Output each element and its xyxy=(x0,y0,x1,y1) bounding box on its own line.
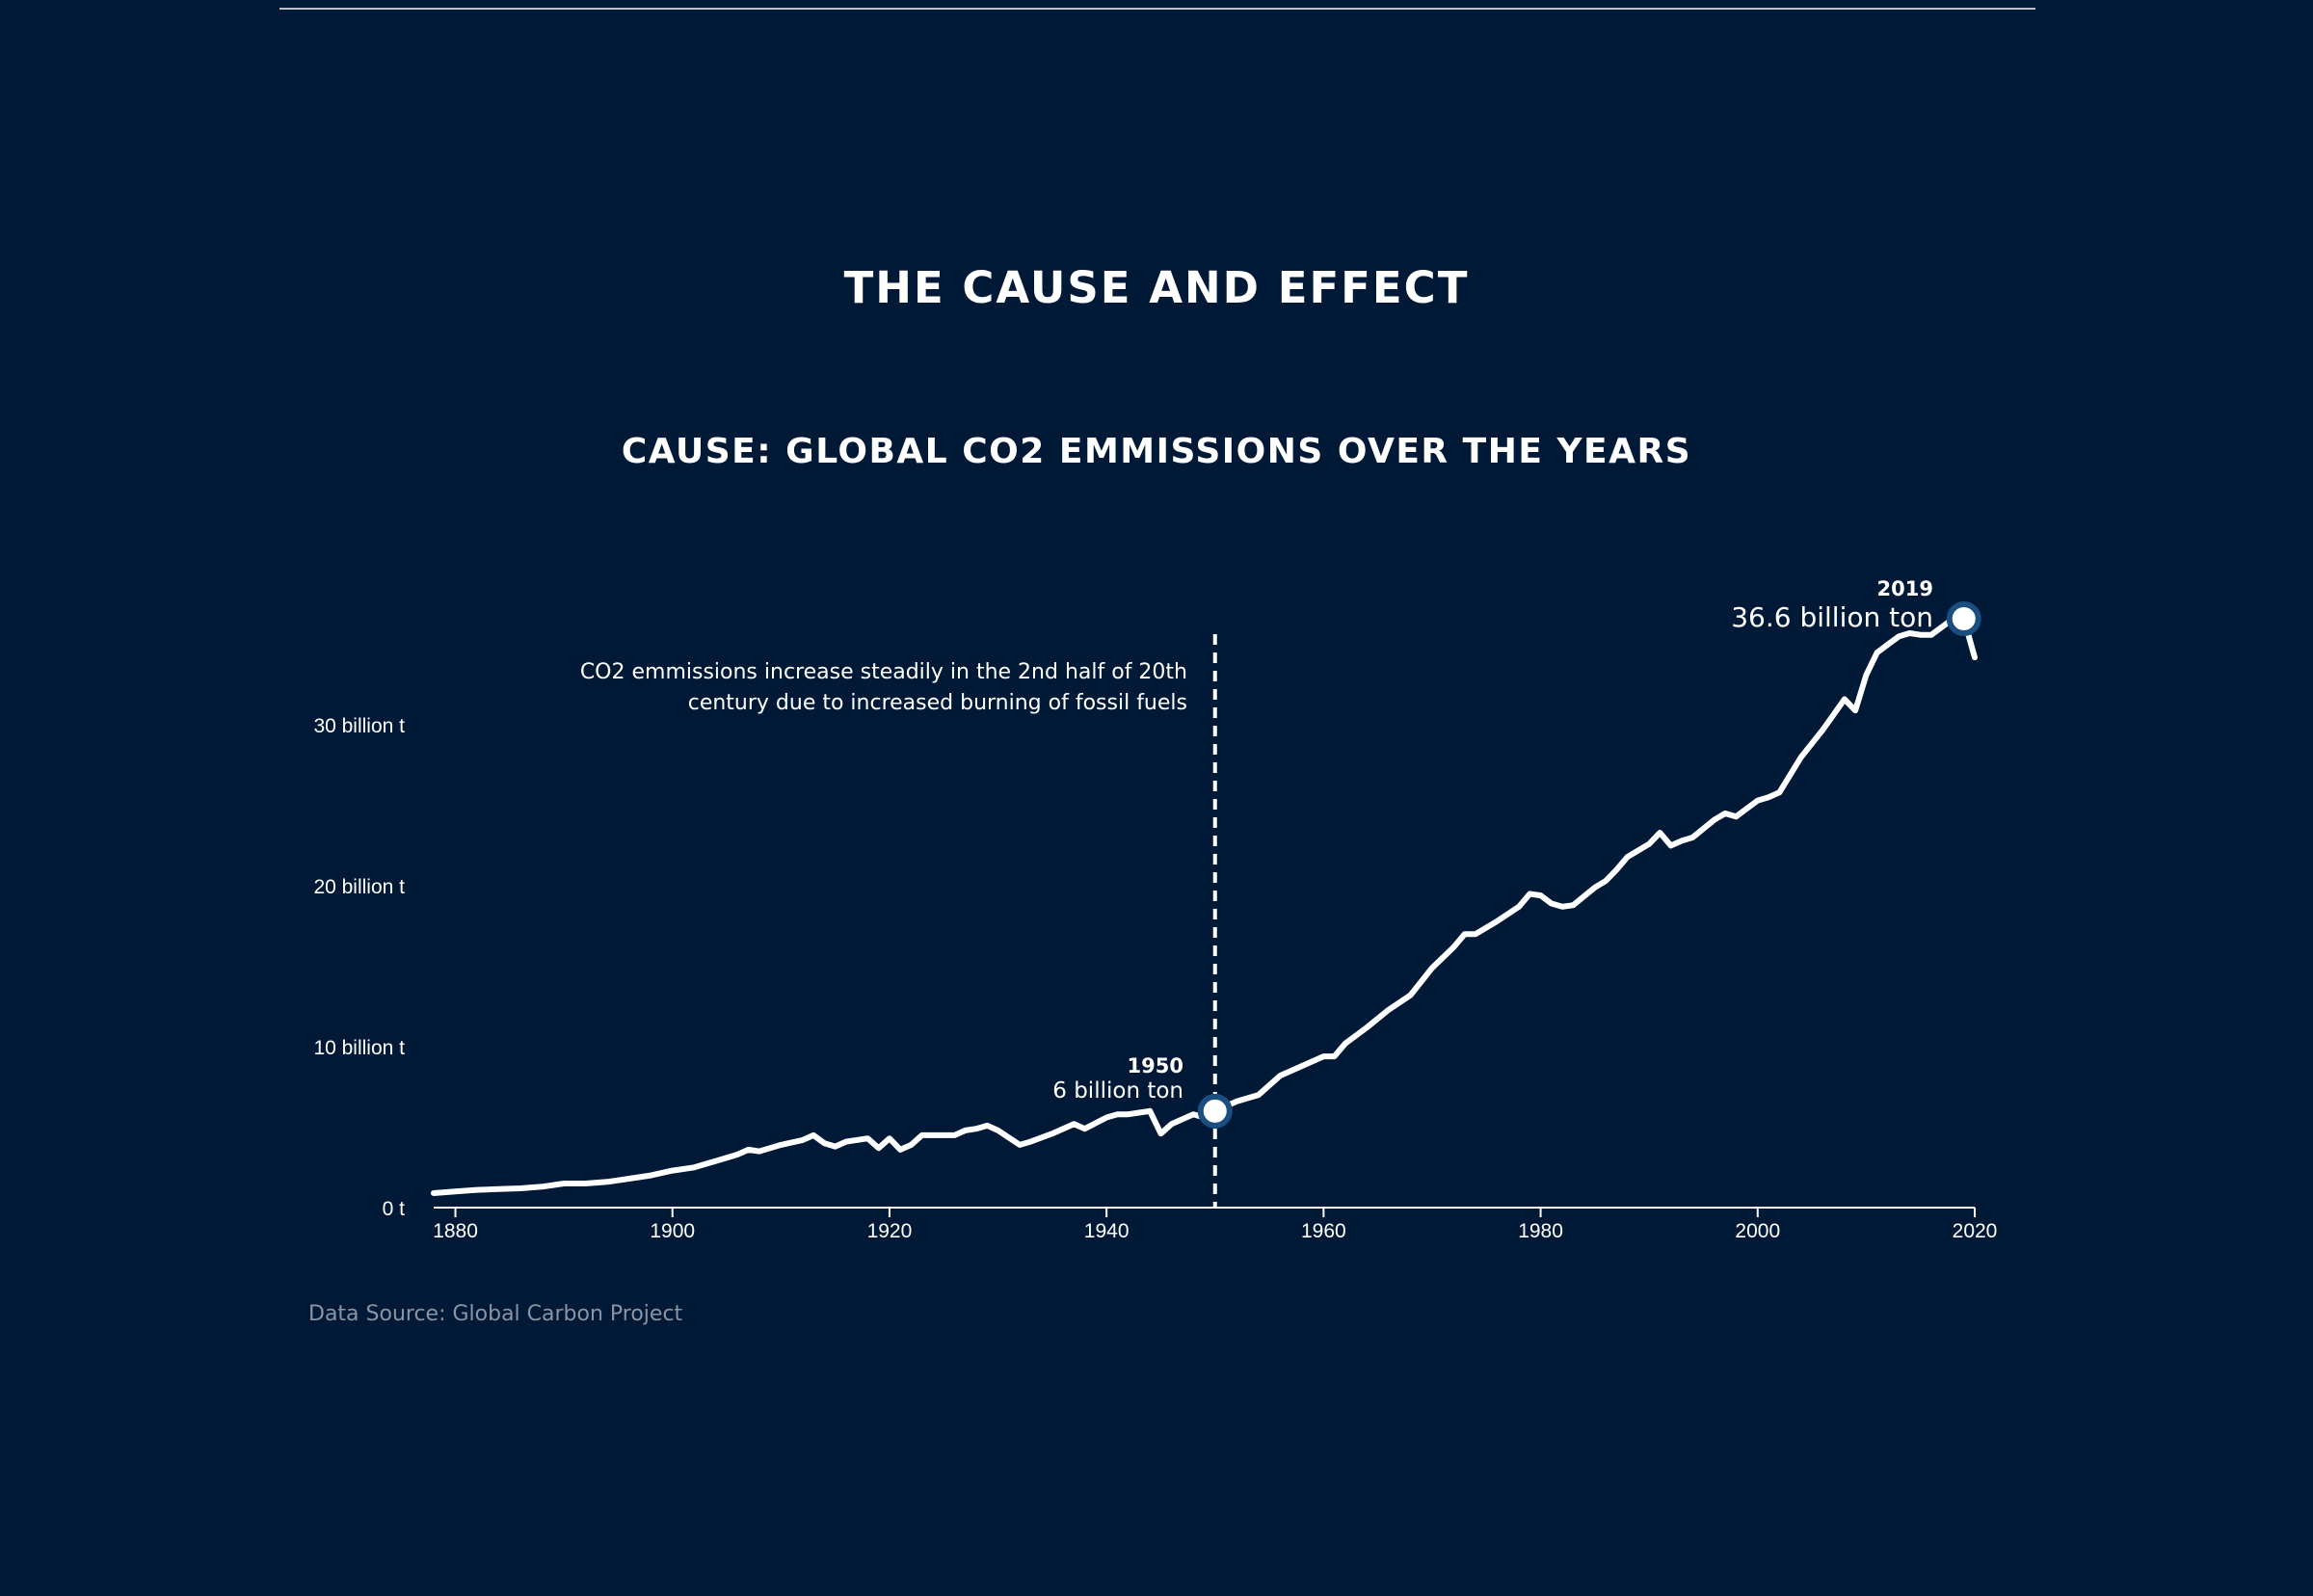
x-tick-label-1940: 1940 xyxy=(1084,1220,1130,1242)
x-tick-label-1960: 1960 xyxy=(1301,1220,1346,1242)
annotation-group: CO2 emmissions increase steadily in the … xyxy=(580,660,1187,715)
annotation-line-1: CO2 emmissions increase steadily in the … xyxy=(580,660,1187,684)
x-tick-label-1880: 1880 xyxy=(433,1220,478,1242)
callout-2019-year: 2019 xyxy=(1877,577,1933,600)
y-tick-label-0: 0 t xyxy=(383,1198,406,1220)
x-tick-label-1980: 1980 xyxy=(1518,1220,1563,1242)
chart-title: CAUSE: GLOBAL CO2 EMMISSIONS OVER THE YE… xyxy=(621,432,1692,471)
annotation-line-2: century due to increased burning of foss… xyxy=(688,691,1187,715)
chart-axes: 1880 1900 1920 1940 1960 1980 2000 2020 0 t 10 bi… xyxy=(313,715,1997,1242)
callout-marker-2019 xyxy=(1946,601,1981,636)
callout-1950-value: 6 billion ton xyxy=(1052,1078,1183,1104)
x-tick-label-1900: 1900 xyxy=(650,1220,695,1242)
callout-2019-value: 36.6 billion ton xyxy=(1731,601,1933,633)
data-source: Data Source: Global Carbon Project xyxy=(308,1302,683,1326)
y-tick-label-20: 20 billion t xyxy=(313,876,405,898)
series-line-co2 xyxy=(431,616,1978,1196)
series-group xyxy=(431,616,1978,1196)
x-tick-label-1920: 1920 xyxy=(867,1220,913,1242)
y-tick-label-30: 30 billion t xyxy=(313,715,405,737)
x-tick-label-2020: 2020 xyxy=(1953,1220,1998,1242)
callout-1950-year: 1950 xyxy=(1128,1054,1183,1077)
callout-marker-1950 xyxy=(1197,1093,1233,1129)
callouts-group: 1950 6 billion ton 2019 36.6 billion ton xyxy=(1052,577,1981,1129)
top-divider xyxy=(279,8,2035,10)
x-tick-label-2000: 2000 xyxy=(1735,1220,1780,1242)
section-title: THE CAUSE AND EFFECT xyxy=(843,262,1470,313)
y-tick-label-10: 10 billion t xyxy=(313,1037,405,1059)
